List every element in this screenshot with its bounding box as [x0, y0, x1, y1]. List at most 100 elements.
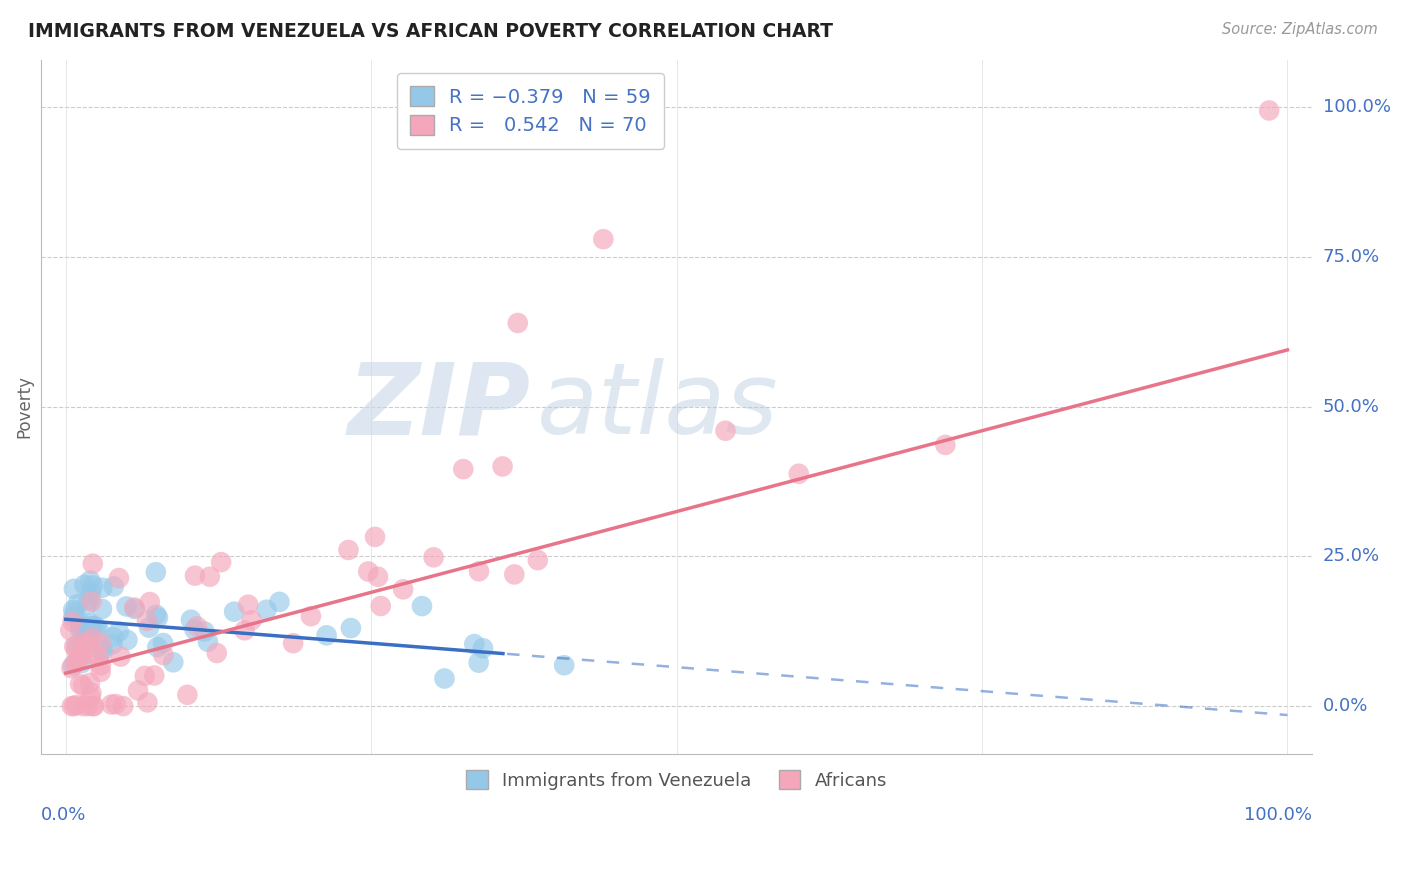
Point — [238, 598, 260, 612]
Point — [76, 598, 98, 612]
Point — [91, 581, 114, 595]
Point — [269, 595, 291, 609]
Point — [714, 424, 737, 438]
Point — [117, 632, 139, 647]
Point — [103, 630, 125, 644]
Point — [65, 657, 87, 671]
Point — [315, 628, 337, 642]
Point — [506, 316, 529, 330]
Point — [90, 658, 112, 673]
Point — [60, 699, 83, 714]
Point — [143, 668, 166, 682]
Point — [79, 690, 101, 705]
Point — [87, 649, 110, 664]
Point — [80, 594, 103, 608]
Point — [357, 565, 380, 579]
Point — [67, 648, 90, 662]
Point — [527, 553, 550, 567]
Point — [83, 699, 105, 714]
Point — [90, 636, 112, 650]
Point — [76, 699, 98, 714]
Point — [281, 636, 304, 650]
Point — [176, 688, 198, 702]
Point — [63, 699, 86, 714]
Point — [73, 636, 96, 650]
Point — [65, 654, 87, 668]
Point — [69, 615, 91, 630]
Point — [63, 640, 86, 654]
Point — [63, 605, 86, 619]
Point — [101, 637, 124, 651]
Point — [72, 678, 94, 692]
Text: 50.0%: 50.0% — [1323, 398, 1379, 416]
Point — [139, 595, 162, 609]
Point — [468, 564, 491, 578]
Point — [59, 624, 82, 638]
Point — [79, 628, 101, 642]
Point — [193, 624, 215, 639]
Point — [84, 620, 107, 634]
Point — [70, 648, 93, 662]
Point — [63, 582, 86, 596]
Point — [62, 603, 84, 617]
Point — [124, 602, 146, 616]
Text: 100.0%: 100.0% — [1244, 806, 1312, 824]
Point — [224, 605, 246, 619]
Point — [197, 634, 219, 648]
Point — [112, 699, 135, 714]
Point — [79, 676, 101, 690]
Y-axis label: Poverty: Poverty — [15, 376, 32, 438]
Point — [83, 619, 105, 633]
Point — [82, 557, 104, 571]
Point — [256, 603, 278, 617]
Point — [104, 697, 127, 711]
Point — [503, 567, 526, 582]
Point — [152, 648, 174, 662]
Point — [472, 641, 495, 656]
Point — [183, 623, 205, 637]
Text: 0.0%: 0.0% — [41, 806, 87, 824]
Point — [787, 467, 810, 481]
Point — [69, 677, 91, 691]
Point — [77, 592, 100, 607]
Point — [65, 642, 87, 657]
Point — [76, 635, 98, 649]
Point — [108, 571, 131, 585]
Point — [370, 599, 392, 613]
Point — [934, 438, 956, 452]
Point — [209, 555, 232, 569]
Point — [553, 658, 575, 673]
Point — [411, 599, 433, 613]
Point — [80, 686, 103, 700]
Point — [180, 613, 202, 627]
Point — [79, 616, 101, 631]
Point — [65, 638, 87, 652]
Point — [146, 640, 169, 655]
Legend: Immigrants from Venezuela, Africans: Immigrants from Venezuela, Africans — [456, 759, 898, 800]
Point — [392, 582, 415, 597]
Text: 25.0%: 25.0% — [1323, 548, 1381, 566]
Point — [145, 566, 167, 580]
Point — [108, 624, 131, 639]
Point — [62, 615, 84, 629]
Point — [491, 459, 513, 474]
Text: IMMIGRANTS FROM VENEZUELA VS AFRICAN POVERTY CORRELATION CHART: IMMIGRANTS FROM VENEZUELA VS AFRICAN POV… — [28, 22, 834, 41]
Point — [82, 578, 104, 592]
Point — [66, 698, 89, 712]
Point — [367, 570, 389, 584]
Point — [100, 698, 122, 712]
Point — [337, 543, 360, 558]
Point — [82, 647, 104, 661]
Point — [70, 621, 93, 635]
Point — [198, 570, 221, 584]
Text: Source: ZipAtlas.com: Source: ZipAtlas.com — [1222, 22, 1378, 37]
Point — [82, 631, 104, 645]
Point — [82, 699, 104, 714]
Point — [80, 619, 103, 633]
Point — [73, 621, 96, 635]
Point — [134, 669, 156, 683]
Text: 100.0%: 100.0% — [1323, 98, 1391, 117]
Point — [152, 636, 174, 650]
Point — [422, 550, 444, 565]
Point — [89, 624, 111, 638]
